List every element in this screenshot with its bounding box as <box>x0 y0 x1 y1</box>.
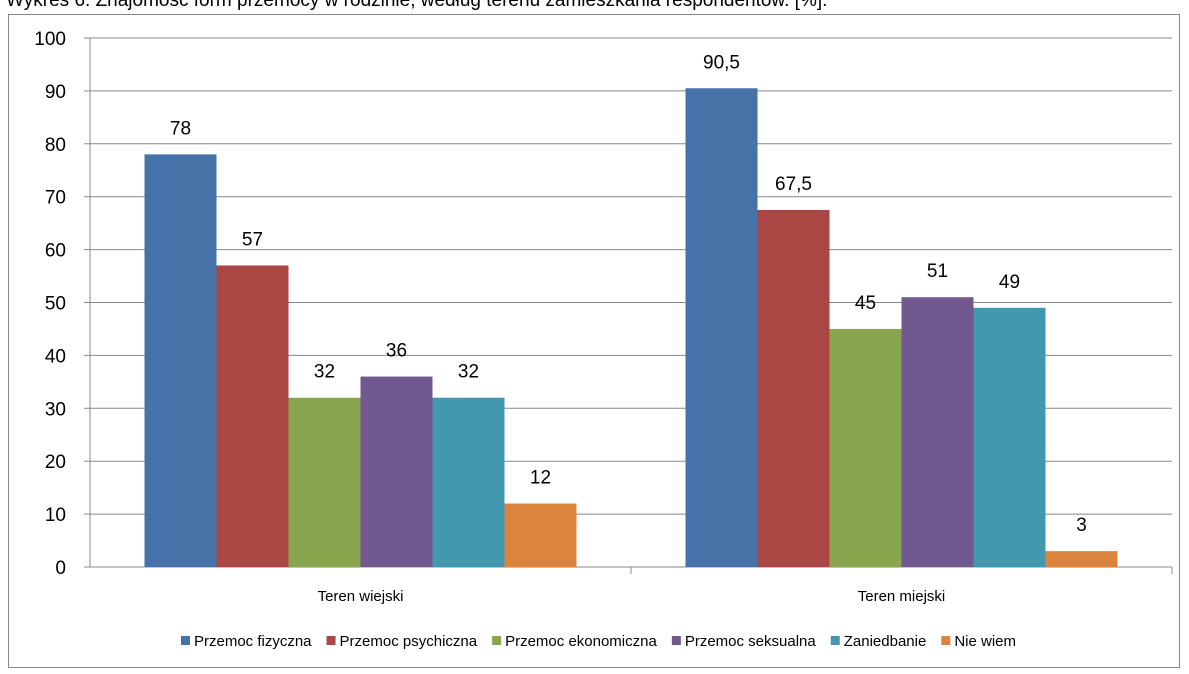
legend-swatch <box>180 636 190 645</box>
data-label: 3 <box>1076 515 1087 536</box>
bar <box>216 265 289 567</box>
y-tick-label: 50 <box>45 294 66 315</box>
bar <box>901 297 974 567</box>
data-label: 32 <box>314 362 335 383</box>
legend-label: Nie wiem <box>954 633 1016 650</box>
legend-swatch <box>941 636 951 645</box>
bar <box>360 376 433 567</box>
data-label: 45 <box>855 293 876 314</box>
bar <box>829 328 902 567</box>
y-tick-label: 30 <box>45 399 66 420</box>
y-tick-label: 10 <box>45 505 66 526</box>
legend-swatch <box>326 636 336 645</box>
data-label: 57 <box>242 229 263 250</box>
y-tick-label: 40 <box>45 346 66 367</box>
y-tick-label: 20 <box>45 452 66 473</box>
legend-label: Zaniedbanie <box>844 633 927 650</box>
page-title: Wykres 6. Znajomość form przemocy w rodz… <box>6 0 828 11</box>
y-tick-label: 90 <box>45 82 66 103</box>
legend-label: Przemoc ekonomiczna <box>505 633 657 650</box>
bar <box>757 209 830 568</box>
y-tick-label: 100 <box>34 29 66 50</box>
bar <box>1045 551 1118 567</box>
y-tick-label: 70 <box>45 188 66 209</box>
bar <box>685 88 758 567</box>
legend-label: Przemoc psychiczna <box>340 633 478 650</box>
legend-label: Przemoc seksualna <box>685 633 817 650</box>
legend-label: Przemoc fizyczna <box>194 633 312 650</box>
legend-swatch <box>830 636 840 645</box>
data-label: 51 <box>927 261 948 282</box>
data-label: 90,5 <box>703 52 740 73</box>
bar <box>973 307 1046 567</box>
data-label: 12 <box>530 468 551 489</box>
data-label: 36 <box>386 341 407 362</box>
bar <box>144 154 217 567</box>
y-tick-label: 0 <box>55 558 66 579</box>
y-tick-label: 60 <box>45 241 66 262</box>
data-label: 32 <box>458 362 479 383</box>
data-label: 49 <box>999 272 1020 293</box>
y-tick-label: 80 <box>45 135 66 156</box>
x-category-label: Teren miejski <box>858 588 946 605</box>
data-label: 67,5 <box>775 174 812 195</box>
x-category-label: Teren wiejski <box>318 588 404 605</box>
bar <box>432 397 505 567</box>
legend-swatch <box>492 636 502 645</box>
legend-swatch <box>671 636 681 645</box>
data-label: 78 <box>170 118 191 139</box>
bar <box>504 503 577 567</box>
bar <box>288 397 361 567</box>
